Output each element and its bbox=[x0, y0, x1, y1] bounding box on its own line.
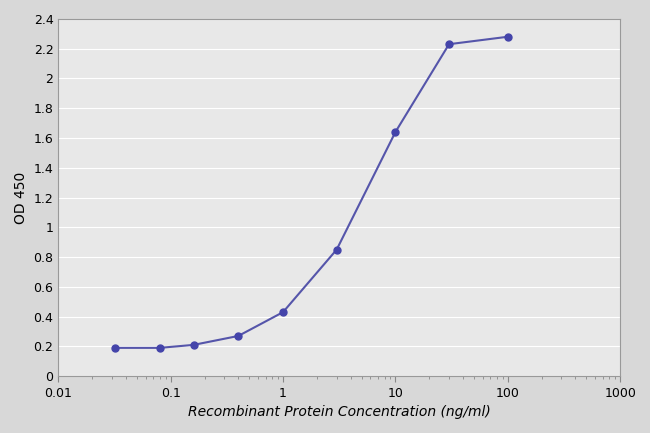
Y-axis label: OD 450: OD 450 bbox=[14, 171, 28, 223]
X-axis label: Recombinant Protein Concentration (ng/ml): Recombinant Protein Concentration (ng/ml… bbox=[188, 405, 491, 419]
